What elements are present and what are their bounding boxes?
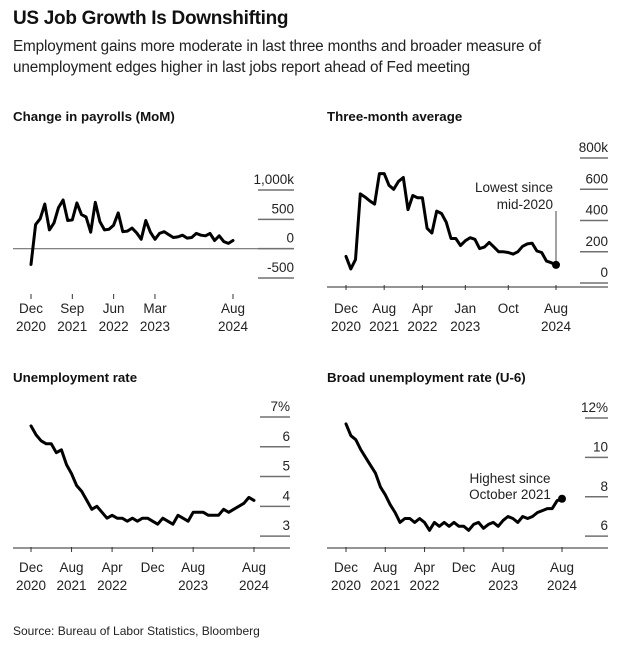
x-tick-label-year: 2020	[16, 319, 46, 334]
x-tick-label-month: Dec	[334, 301, 358, 316]
x-tick-label-month: Aug	[181, 560, 205, 575]
source-note: Source: Bureau of Labor Statistics, Bloo…	[13, 624, 260, 638]
x-tick-label-year: 2022	[97, 578, 127, 593]
x-tick-label-month: Dec	[452, 560, 476, 575]
x-tick-label-year: 2020	[331, 319, 361, 334]
x-tick-label-year: 2021	[370, 578, 400, 593]
y-tick-label: -500	[267, 260, 294, 275]
y-tick-label: 600	[585, 171, 608, 186]
x-tick-label-year: 2020	[331, 578, 361, 593]
series-line-payrolls	[29, 198, 235, 266]
series-line-u6_rate	[344, 422, 564, 532]
endpoint-marker	[552, 260, 560, 269]
x-tick-label-year: 2022	[99, 319, 129, 334]
annotation-text: Lowest since	[475, 180, 553, 195]
panel-title: Unemployment rate	[13, 370, 137, 385]
panel-title: Change in payrolls (MoM)	[13, 109, 175, 124]
x-tick-label-year: 2022	[407, 319, 437, 334]
y-tick-label: 6	[600, 518, 608, 533]
chart-title: US Job Growth Is Downshifting	[13, 8, 289, 29]
annotation-text: mid-2020	[497, 197, 553, 212]
x-tick-label-month: Aug	[550, 560, 574, 575]
endpoint-marker	[558, 494, 566, 503]
x-tick-label-year: 2021	[57, 578, 87, 593]
x-tick-label-month: Aug	[372, 301, 396, 316]
x-tick-label-month: Jun	[103, 301, 125, 316]
y-tick-label: 0	[286, 231, 294, 246]
x-tick-label-year: 2023	[178, 578, 208, 593]
x-tick-label-month: Apr	[412, 301, 434, 316]
x-tick-label-year: 2021	[57, 319, 87, 334]
x-tick-label-month: Dec	[334, 560, 358, 575]
x-tick-label-month: Dec	[141, 560, 165, 575]
x-tick-label-year: 2024	[218, 319, 249, 334]
y-tick-label: 4	[282, 488, 290, 503]
chart-panel-three_month_avg: Three-month average 800k 600 400 200 0 Dec 2020…	[327, 109, 608, 334]
x-tick-label-year: 2021	[369, 319, 399, 334]
x-tick-label-month: Mar	[143, 301, 167, 316]
y-tick-label: 1,000k	[253, 172, 294, 187]
y-tick-label: 0	[600, 265, 608, 280]
x-tick-label-year: 2020	[16, 578, 46, 593]
chart-panel-u6_rate: Broad unemployment rate (U-6) 12% 10 8 6 Dec 2…	[327, 370, 608, 593]
x-tick-label-month: Aug	[60, 560, 84, 575]
x-tick-label-month: Oct	[498, 301, 519, 316]
x-tick-label-year: 2024	[541, 319, 572, 334]
x-tick-label-month: Dec	[19, 560, 43, 575]
panel-title: Three-month average	[327, 109, 462, 124]
x-tick-label-month: Jan	[454, 301, 476, 316]
y-tick-label: 6	[282, 429, 290, 444]
panel-title: Broad unemployment rate (U-6)	[327, 370, 526, 385]
x-tick-label-month: Aug	[491, 560, 515, 575]
series-line-unemployment_rate	[29, 424, 256, 526]
series-line-three_month_avg	[344, 172, 558, 271]
x-tick-label-month: Aug	[373, 560, 397, 575]
x-tick-label-month: Apr	[102, 560, 124, 575]
x-tick-label-month: Aug	[544, 301, 568, 316]
x-tick-label-month: Dec	[19, 301, 43, 316]
x-tick-label-year: 2024	[547, 578, 578, 593]
x-tick-label-year: 2024	[239, 578, 270, 593]
x-tick-label-month: Apr	[414, 560, 436, 575]
annotation-text: October 2021	[469, 487, 551, 502]
x-tick-label-year: 2023	[450, 319, 480, 334]
chart-subtitle: Employment gains more moderate in last t…	[13, 38, 541, 76]
y-tick-label: 7%	[270, 399, 290, 414]
chart-panel-unemployment_rate: Unemployment rate 7% 6 5 4 3 Dec 2020 Aug 2021 Apr…	[13, 370, 290, 593]
x-tick-label-year: 2023	[140, 319, 170, 334]
annotation-text: Highest since	[469, 471, 550, 486]
x-tick-label-month: Sep	[60, 301, 84, 316]
y-tick-label: 3	[282, 518, 290, 533]
y-tick-label: 200	[585, 234, 608, 249]
chart-panel-payrolls: Change in payrolls (MoM) 1,000k 500 0 -500 De…	[13, 109, 294, 334]
y-tick-label: 800k	[579, 140, 609, 155]
x-tick-label-year: 2023	[488, 578, 518, 593]
y-tick-label: 12%	[581, 400, 608, 415]
y-tick-label: 400	[585, 203, 608, 218]
x-tick-label-month: Aug	[242, 560, 266, 575]
y-tick-label: 5	[282, 459, 290, 474]
y-tick-label: 10	[593, 439, 608, 454]
y-tick-label: 8	[600, 479, 608, 494]
y-tick-label: 500	[271, 201, 294, 216]
x-tick-label-year: 2022	[410, 578, 440, 593]
x-tick-label-month: Aug	[221, 301, 245, 316]
